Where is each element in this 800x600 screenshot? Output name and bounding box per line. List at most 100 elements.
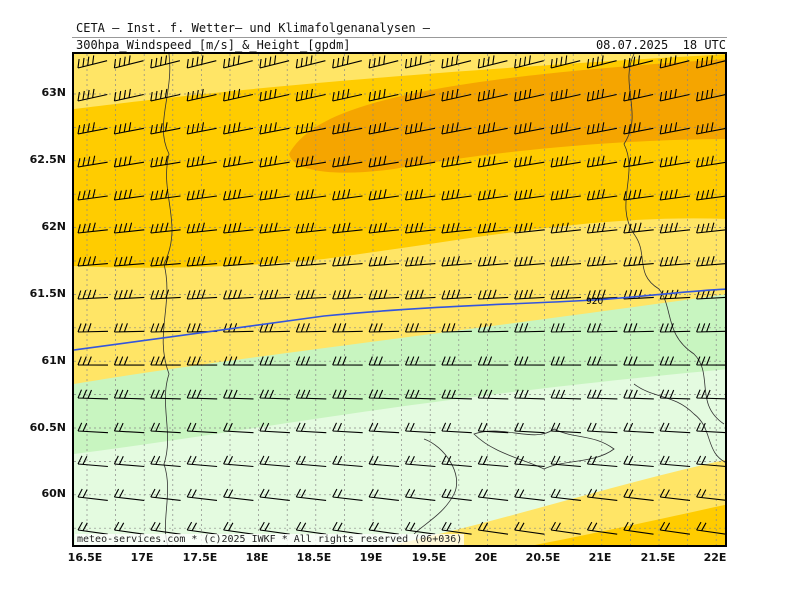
wind-barb bbox=[332, 289, 363, 300]
wind-barb bbox=[150, 455, 181, 468]
wind-barb bbox=[113, 323, 145, 333]
coastline bbox=[162, 54, 725, 545]
wind-barb bbox=[223, 222, 254, 234]
wind-barb bbox=[441, 155, 472, 168]
wind-barb bbox=[659, 488, 691, 501]
wind-barb bbox=[368, 256, 400, 267]
wind-barb bbox=[332, 155, 363, 168]
wind-barb bbox=[405, 521, 436, 535]
wind-barb bbox=[150, 521, 181, 535]
wind-barb bbox=[441, 389, 472, 400]
wind-barb bbox=[223, 122, 254, 135]
wind-barb bbox=[477, 356, 509, 366]
wind-barb bbox=[514, 222, 545, 234]
wind-barb bbox=[404, 189, 436, 201]
wind-barb bbox=[150, 88, 181, 102]
wind-barb bbox=[441, 189, 472, 201]
wind-barb bbox=[77, 155, 108, 168]
lat-label: 61N bbox=[41, 354, 66, 367]
wind-barb bbox=[696, 521, 725, 535]
wind-barb bbox=[514, 55, 544, 69]
weather-map: 920 bbox=[72, 52, 727, 547]
wind-barb bbox=[441, 222, 472, 234]
wind-barb bbox=[477, 323, 509, 333]
wind-barb bbox=[696, 389, 725, 400]
copyright-footer: meteo-services.com * (c)2025 IWKF * All … bbox=[75, 534, 465, 545]
wind-barb bbox=[404, 122, 436, 135]
wind-barb bbox=[332, 88, 363, 102]
wind-barb bbox=[696, 122, 725, 135]
lon-label: 21.5E bbox=[640, 551, 676, 564]
wind-barb bbox=[550, 488, 581, 501]
wind-barb bbox=[550, 422, 582, 434]
wind-barb bbox=[586, 122, 618, 135]
wind-barb bbox=[150, 155, 181, 168]
zone-strong-south bbox=[534, 504, 725, 545]
wind-barb bbox=[659, 521, 690, 535]
wind-barb bbox=[77, 323, 109, 333]
lat-label: 60.5N bbox=[29, 421, 66, 434]
wind-barb bbox=[696, 289, 725, 300]
wind-barb bbox=[623, 455, 654, 468]
wind-barb bbox=[550, 455, 581, 468]
map-canvas: 920 bbox=[74, 54, 725, 545]
wind-barb bbox=[586, 222, 618, 234]
wind-barb bbox=[223, 256, 254, 267]
wind-barb bbox=[259, 289, 290, 300]
wind-barb bbox=[77, 521, 108, 535]
wind-barb bbox=[77, 122, 108, 135]
wind-barb bbox=[186, 455, 218, 468]
wind-barb bbox=[77, 289, 109, 300]
wind-barb bbox=[113, 256, 145, 267]
wind-barb bbox=[404, 88, 435, 102]
wind-barb bbox=[404, 323, 436, 333]
wind-barb bbox=[659, 88, 690, 102]
wind-barb bbox=[150, 256, 181, 267]
wind-barb bbox=[514, 189, 545, 201]
wind-barb bbox=[332, 55, 362, 69]
wind-barb bbox=[295, 488, 327, 501]
wind-barb bbox=[696, 422, 725, 434]
wind-barb bbox=[586, 189, 618, 201]
wind-barb bbox=[295, 521, 327, 535]
wind-barb bbox=[623, 88, 654, 102]
wind-barb bbox=[186, 323, 218, 333]
header-divider bbox=[72, 37, 727, 38]
wind-barb bbox=[514, 356, 545, 366]
wind-barb bbox=[623, 256, 654, 267]
wind-barb bbox=[77, 88, 108, 102]
wind-barb bbox=[477, 155, 508, 168]
wind-barb bbox=[368, 488, 399, 501]
wind-barb bbox=[623, 422, 654, 434]
wind-barb bbox=[441, 488, 472, 501]
wind-barb bbox=[477, 55, 508, 69]
wind-barb bbox=[223, 88, 254, 102]
wind-barb bbox=[332, 389, 363, 400]
wind-barb bbox=[623, 488, 654, 501]
map-title: CETA — Inst. f. Wetter— und Klimafolgena… bbox=[76, 21, 431, 35]
wind-barb bbox=[623, 323, 654, 333]
wind-barb bbox=[259, 455, 290, 468]
wind-barb bbox=[477, 389, 509, 400]
wind-barb bbox=[332, 122, 363, 135]
wind-barb bbox=[77, 488, 108, 501]
wind-barb bbox=[477, 256, 509, 267]
wind-barb bbox=[77, 189, 108, 201]
wind-barb bbox=[550, 256, 582, 267]
wind-barb bbox=[514, 155, 545, 168]
wind-barb bbox=[223, 323, 254, 333]
wind-barb bbox=[441, 289, 472, 300]
wind-barb bbox=[623, 222, 654, 234]
wind-barb bbox=[113, 455, 145, 468]
lat-label: 62N bbox=[41, 220, 66, 233]
wind-barb bbox=[404, 422, 436, 434]
wind-barb bbox=[586, 155, 618, 168]
wind-barb bbox=[113, 521, 145, 535]
contour-label-920: 920 bbox=[586, 297, 603, 307]
wind-barb bbox=[186, 189, 217, 201]
wind-barb bbox=[186, 389, 218, 400]
wind-barb bbox=[623, 189, 654, 201]
wind-barb bbox=[659, 455, 691, 468]
wind-barb bbox=[659, 323, 691, 333]
lat-label: 62.5N bbox=[29, 153, 66, 166]
